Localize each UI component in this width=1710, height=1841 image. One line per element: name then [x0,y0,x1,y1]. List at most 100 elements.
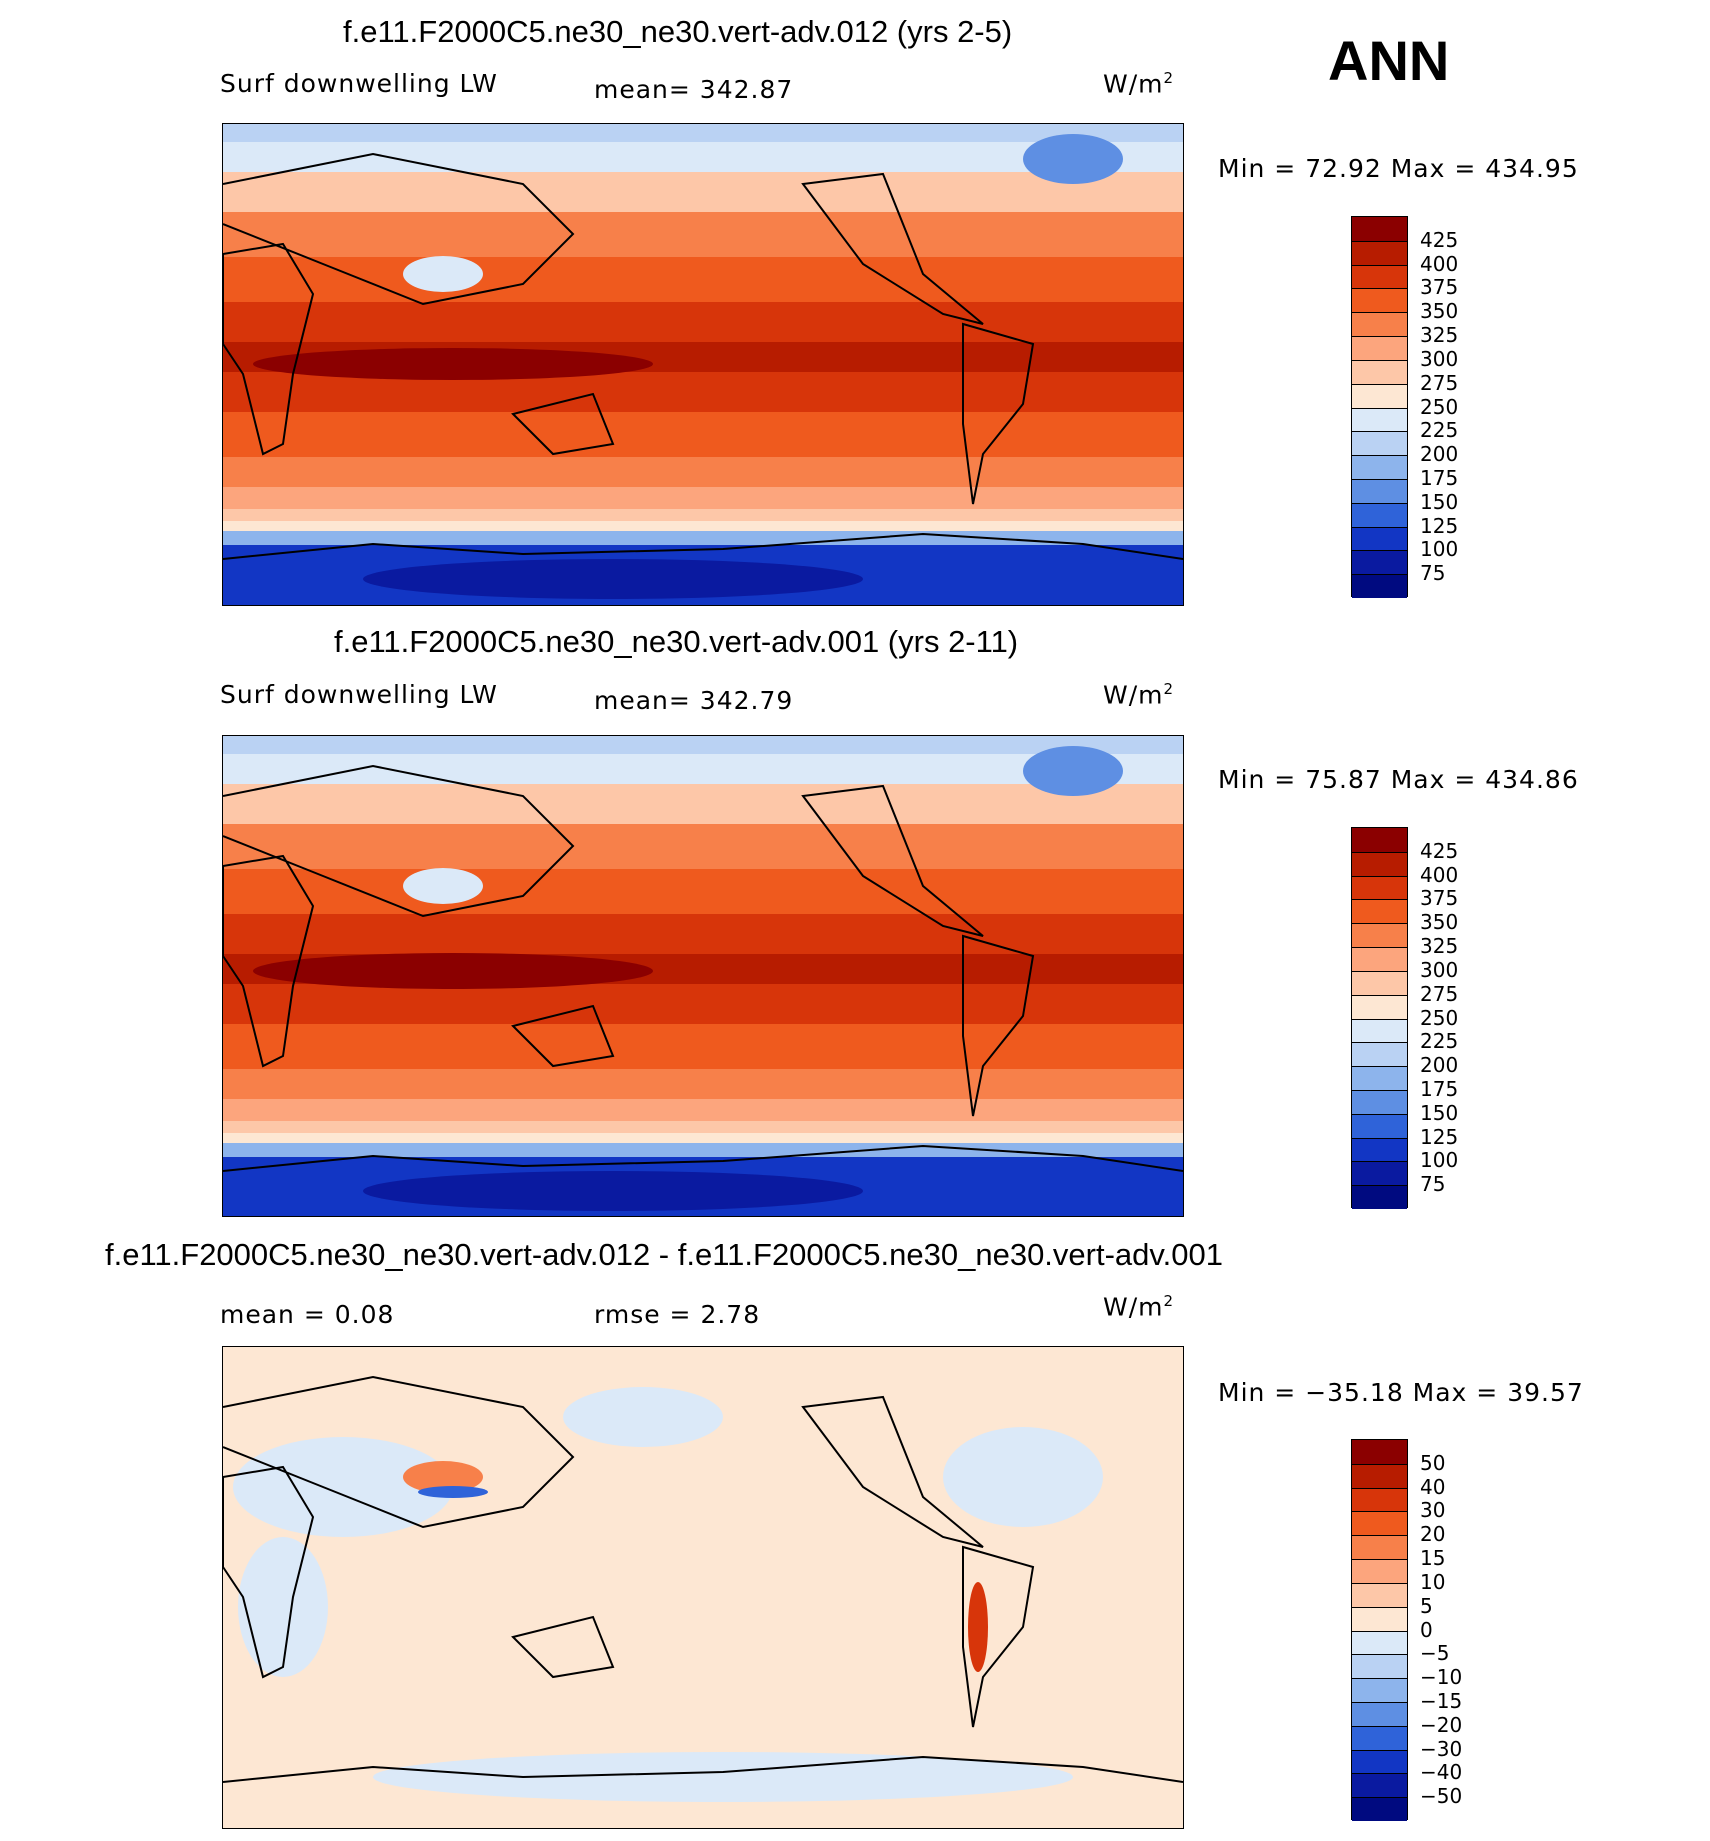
colorbar-tick-label: −40 [1420,1760,1463,1785]
colorbar-tick-label: 425 [1420,227,1459,252]
colorbar-swatch [1352,923,1407,948]
colorbar-tick-label: 300 [1420,346,1459,371]
panel-1-band-south-sub [223,457,1183,487]
colorbar-swatch [1352,526,1407,551]
colorbar-swatch [1352,1630,1407,1655]
colorbar-swatch [1352,1042,1407,1067]
panel-1-south-america-coast [962,322,1035,505]
colorbar-swatch [1352,312,1407,337]
panel-2-variable-label: Surf downwelling LW [220,680,498,709]
panel-1-mean-label: mean= 342.87 [594,75,794,104]
colorbar-tick-label: 125 [1420,513,1459,538]
colorbar-swatch [1352,1678,1407,1702]
colorbar-swatch [1352,947,1407,971]
panel-2-band-north-sub [223,824,1183,869]
panel-1-warm-pool [253,348,653,380]
colorbar-swatch [1352,1606,1407,1631]
panel-2-colorbar [1351,827,1408,1209]
panel-2-band-north-eq [223,914,1183,954]
panel-3-colorbar [1351,1439,1408,1821]
colorbar-swatch [1352,550,1407,575]
panel-3-australia-coast [511,1615,615,1679]
colorbar-tick-label: 100 [1420,537,1459,562]
panel-3-southern-neg [373,1752,1073,1802]
colorbar-swatch [1352,1185,1407,1209]
colorbar-swatch [1352,431,1407,456]
panel-1-band-north-sub [223,212,1183,257]
panel-1-heatmap [223,124,1183,605]
panel-2-antarctica-coast [223,1144,1183,1172]
panel-3-africa-neg [238,1537,328,1677]
colorbar-swatch [1352,574,1407,598]
panel-3-minmax: Min = −35.18 Max = 39.57 [1218,1378,1584,1407]
colorbar-tick-label: −10 [1420,1665,1463,1690]
colorbar-tick-label: −15 [1420,1688,1463,1713]
panel-3-north-america-neg [943,1427,1103,1527]
colorbar-swatch [1352,970,1407,995]
colorbar-tick-label: 175 [1420,465,1459,490]
colorbar-swatch [1352,1018,1407,1043]
panel-2-north-america-coast [801,784,984,937]
colorbar-tick-label: 200 [1420,1053,1459,1078]
colorbar-swatch [1352,828,1407,852]
colorbar-tick-label: 325 [1420,323,1459,348]
panel-1-tibet-anomaly [403,256,483,292]
panel-2-band-south-trop [223,1024,1183,1069]
panel-2-tibet-anomaly [403,868,483,904]
colorbar-swatch [1352,1066,1407,1090]
colorbar-tick-label: 300 [1420,957,1459,982]
colorbar-swatch [1352,1559,1407,1583]
panel-1-band-antarctic-edge [223,531,1183,545]
panel-2-mean-label: mean= 342.79 [594,686,794,715]
panel-2-band-south-eq [223,984,1183,1024]
colorbar-tick-label: 125 [1420,1124,1459,1149]
panel-3-antarctica-coast [223,1755,1183,1783]
colorbar-tick-label: 175 [1420,1076,1459,1101]
colorbar-swatch [1352,1535,1407,1560]
colorbar-tick-label: 275 [1420,370,1459,395]
panel-1-band-north-trop [223,257,1183,302]
colorbar-swatch [1352,899,1407,924]
colorbar-swatch [1352,1161,1407,1186]
colorbar-swatch [1352,1654,1407,1679]
season-label: ANN [1328,29,1450,92]
panel-1-africa-coast [223,242,315,456]
colorbar-swatch [1352,1749,1407,1774]
colorbar-tick-label: 400 [1420,251,1459,276]
colorbar-tick-label: 325 [1420,934,1459,959]
panel-2-band-antarctic-edge [223,1143,1183,1157]
panel-2-south-america-coast [962,934,1035,1117]
panel-3-siberia-neg [563,1387,723,1447]
panel-1-band-north-eq [223,302,1183,342]
colorbar-tick-label: 5 [1420,1593,1433,1618]
colorbar-tick-label: 150 [1420,1100,1459,1125]
panel-3-tibet-neg [418,1486,488,1498]
colorbar-tick-label: 225 [1420,1029,1459,1054]
colorbar-tick-label: 30 [1420,1498,1446,1523]
panel-1-australia-coast [511,392,615,456]
panel-1-map [222,123,1184,606]
colorbar-tick-label: 100 [1420,1148,1459,1173]
panel-2-band-arctic [223,736,1183,754]
colorbar-swatch [1352,1089,1407,1114]
panel-2-band-south-mid [223,1099,1183,1121]
colorbar-tick-label: 250 [1420,394,1459,419]
colorbar-tick-label: 375 [1420,275,1459,300]
panel-1-antarctic-plateau [363,559,863,599]
colorbar-swatch [1352,455,1407,479]
panel-3-north-america-coast [801,1395,984,1548]
colorbar-swatch [1352,288,1407,313]
panel-1-minmax: Min = 72.92 Max = 434.95 [1218,154,1579,183]
colorbar-tick-label: 200 [1420,442,1459,467]
panel-2-eurasia-coast [223,764,575,918]
panel-1-north-america-coast [801,172,984,325]
colorbar-swatch [1352,851,1407,876]
colorbar-tick-label: 50 [1420,1450,1446,1475]
panel-1-band-south-mid2 [223,509,1183,521]
panel-3-africa-coast [223,1465,315,1679]
colorbar-swatch [1352,1463,1407,1488]
panel-2-band-north-trop [223,869,1183,914]
panel-3-andes-pos [968,1582,988,1672]
panel-3-units: W/m2 [1103,1292,1175,1322]
panel-3-eurasia-coast [223,1375,575,1529]
